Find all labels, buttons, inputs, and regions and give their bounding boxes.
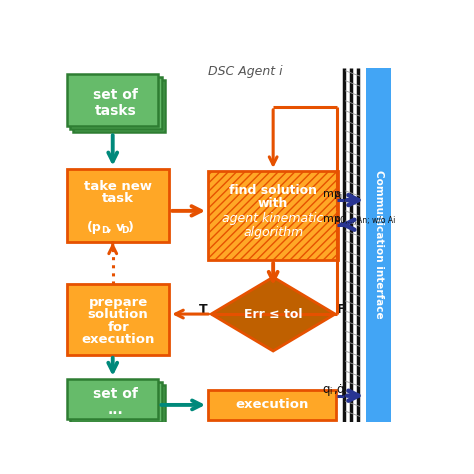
Text: DSC Agent i: DSC Agent i xyxy=(208,64,283,78)
Text: execution: execution xyxy=(235,399,308,411)
Text: ): ) xyxy=(128,221,133,234)
Text: mp: mp xyxy=(323,214,341,224)
Text: find solution: find solution xyxy=(229,184,317,197)
Text: prepare: prepare xyxy=(89,296,148,309)
FancyBboxPatch shape xyxy=(73,385,164,425)
Text: i: i xyxy=(344,387,346,396)
Text: D: D xyxy=(121,227,129,236)
Polygon shape xyxy=(211,277,335,351)
Text: (p: (p xyxy=(87,221,102,234)
Text: algorithm: algorithm xyxy=(243,226,303,239)
Text: with: with xyxy=(258,198,288,210)
FancyBboxPatch shape xyxy=(67,284,169,355)
FancyBboxPatch shape xyxy=(208,171,338,260)
Text: set of
tasks: set of tasks xyxy=(93,88,138,118)
Text: mp: mp xyxy=(323,189,341,199)
FancyBboxPatch shape xyxy=(208,390,336,420)
Text: solution: solution xyxy=(88,308,148,321)
Text: q̇: q̇ xyxy=(337,383,344,396)
Text: task: task xyxy=(102,192,134,205)
Text: ,: , xyxy=(333,383,337,396)
FancyBboxPatch shape xyxy=(67,379,158,419)
Text: agent kinematic: agent kinematic xyxy=(222,212,324,225)
Text: set of
...: set of ... xyxy=(93,387,138,417)
Text: execution: execution xyxy=(82,333,155,346)
Text: F: F xyxy=(337,303,346,316)
FancyBboxPatch shape xyxy=(70,382,162,422)
FancyBboxPatch shape xyxy=(73,80,164,132)
Text: D: D xyxy=(101,227,109,236)
FancyBboxPatch shape xyxy=(67,169,169,242)
Text: take new: take new xyxy=(84,180,152,193)
Text: , v: , v xyxy=(107,221,125,234)
FancyBboxPatch shape xyxy=(67,74,158,126)
Text: Communication interface: Communication interface xyxy=(374,171,383,319)
Bar xyxy=(366,68,391,422)
FancyBboxPatch shape xyxy=(70,77,162,129)
Text: for: for xyxy=(107,320,129,334)
Text: i: i xyxy=(329,387,331,396)
Text: A0,...,An; w/o Ai: A0,...,An; w/o Ai xyxy=(335,217,395,226)
Text: Err ≤ tol: Err ≤ tol xyxy=(244,308,302,320)
Text: q: q xyxy=(323,383,330,396)
Text: Ai: Ai xyxy=(335,192,343,201)
Text: T: T xyxy=(199,303,208,316)
